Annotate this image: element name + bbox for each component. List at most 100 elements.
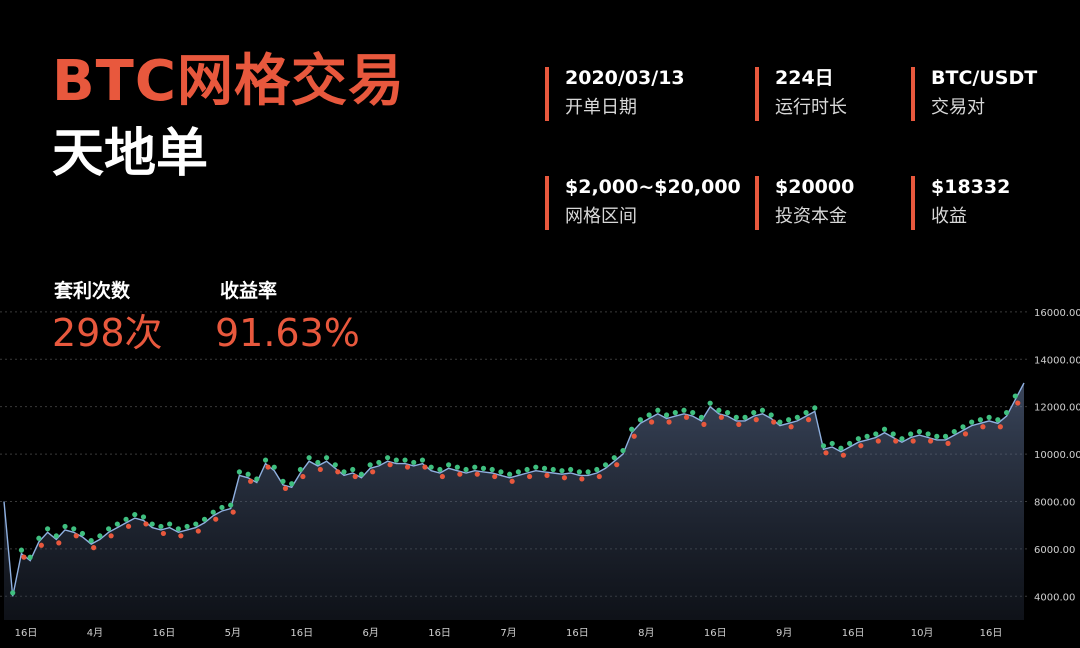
- sell-marker: [422, 464, 428, 470]
- buy-marker: [1012, 393, 1018, 399]
- sell-marker: [631, 433, 637, 439]
- sell-marker: [248, 478, 254, 484]
- buy-marker: [262, 457, 269, 463]
- buy-marker: [873, 431, 879, 437]
- x-tick-label: 16日: [566, 628, 589, 639]
- buy-marker: [777, 419, 783, 425]
- sell-marker: [91, 545, 97, 551]
- buy-marker: [341, 469, 347, 475]
- sell-marker: [73, 533, 79, 539]
- sell-marker: [335, 469, 341, 475]
- buy-marker: [306, 455, 312, 461]
- buy-marker: [79, 530, 86, 537]
- stat-label: 网格区间: [565, 206, 637, 227]
- x-tick-label: 16日: [15, 628, 38, 639]
- stat-principal: $20000 投资本金: [755, 176, 854, 230]
- x-tick-label: 10月: [911, 627, 934, 639]
- stat-value: $2,000~$20,000: [565, 176, 741, 198]
- sell-marker: [875, 438, 881, 444]
- buy-marker: [681, 407, 687, 413]
- x-tick-label: 16日: [152, 628, 175, 639]
- sell-marker: [893, 438, 899, 444]
- buy-marker: [498, 469, 504, 475]
- buy-marker: [925, 431, 931, 437]
- buy-marker: [53, 533, 59, 539]
- buy-marker: [472, 464, 478, 470]
- buy-marker: [995, 417, 1001, 423]
- buy-marker: [908, 431, 914, 437]
- sell-marker: [195, 528, 201, 534]
- buy-marker: [707, 400, 713, 406]
- sell-marker: [1015, 400, 1021, 406]
- buy-marker: [437, 466, 443, 473]
- sell-marker: [788, 424, 794, 430]
- x-tick-label: 16日: [290, 628, 313, 639]
- sell-marker: [108, 533, 114, 539]
- sell-marker: [474, 471, 480, 477]
- sell-marker: [579, 476, 585, 482]
- stat-value: 224日: [775, 67, 834, 89]
- buy-marker: [289, 481, 295, 487]
- buy-marker: [698, 414, 705, 420]
- buy-marker: [716, 407, 722, 413]
- buy-marker: [507, 471, 513, 477]
- sell-marker: [492, 473, 498, 480]
- sell-marker: [56, 540, 62, 546]
- kpi-arbitrage-count-label: 套利次数: [54, 280, 131, 302]
- sell-marker: [928, 438, 934, 444]
- buy-marker: [254, 476, 260, 482]
- buy-marker: [446, 462, 452, 468]
- buy-marker: [297, 466, 304, 473]
- buy-marker: [690, 410, 696, 416]
- buy-marker: [167, 521, 173, 527]
- sell-marker: [387, 462, 393, 468]
- buy-marker: [1003, 410, 1010, 416]
- buy-marker: [219, 504, 225, 511]
- stat-trading-pair: BTC/USDT 交易对: [911, 67, 1037, 121]
- buy-marker: [576, 469, 582, 475]
- sell-marker: [457, 471, 463, 477]
- sell-marker: [840, 452, 847, 458]
- buy-marker: [986, 414, 992, 420]
- sell-marker: [649, 419, 655, 425]
- buy-marker: [751, 410, 757, 416]
- buy-marker: [114, 521, 120, 527]
- sell-marker: [282, 485, 289, 491]
- y-tick-label: 6000.00: [1034, 545, 1075, 556]
- kpi-return-rate-value: 91.63%: [215, 311, 360, 355]
- x-tick-label: 16日: [704, 628, 727, 639]
- buy-marker: [193, 521, 199, 527]
- buy-marker: [515, 469, 521, 475]
- sell-marker: [21, 554, 27, 560]
- buy-marker: [794, 414, 800, 420]
- sell-marker: [614, 462, 620, 468]
- x-tick-label: 8月: [638, 627, 654, 639]
- y-tick-label: 4000.00: [1034, 592, 1075, 603]
- buy-marker: [132, 511, 138, 518]
- buy-marker: [568, 466, 574, 473]
- buy-marker: [646, 412, 652, 418]
- sell-marker: [997, 424, 1003, 430]
- x-tick-label: 4月: [87, 627, 103, 639]
- buy-marker: [27, 554, 33, 560]
- page-subtitle: 天地单: [52, 124, 209, 184]
- buy-marker: [934, 433, 940, 439]
- buy-marker: [393, 457, 399, 463]
- kpi-return-rate-label: 收益率: [220, 280, 278, 302]
- buy-marker: [559, 468, 565, 474]
- x-tick-label: 9月: [776, 627, 792, 639]
- buy-marker: [358, 471, 365, 477]
- buy-marker: [890, 431, 896, 437]
- sell-marker: [910, 438, 916, 444]
- buy-marker: [838, 445, 844, 451]
- sell-marker: [352, 473, 358, 480]
- buy-marker: [960, 424, 966, 430]
- buy-marker: [36, 535, 42, 541]
- price-line: [3, 382, 1025, 597]
- buy-marker: [411, 459, 417, 466]
- buy-marker: [585, 469, 591, 475]
- stat-value: $20000: [775, 176, 855, 198]
- buy-marker: [62, 523, 68, 530]
- buy-marker: [332, 462, 338, 468]
- sell-marker: [823, 450, 829, 456]
